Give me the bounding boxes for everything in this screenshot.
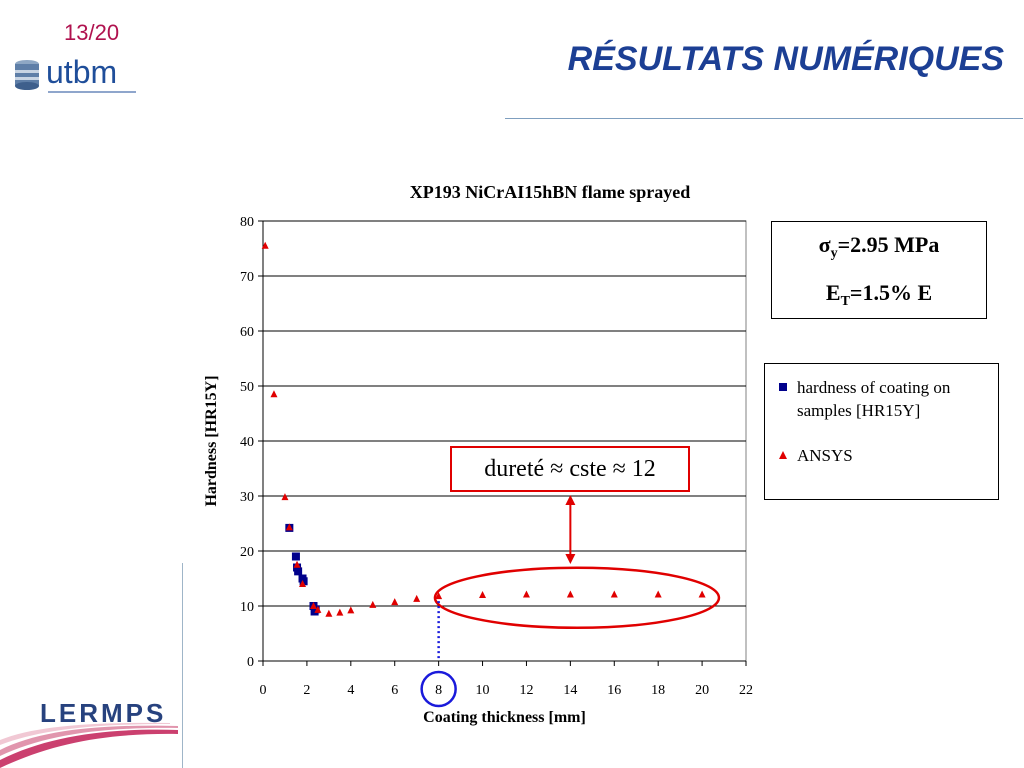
legend-item-coating: hardness of coating on samples [HR15Y] [779,376,994,422]
et-value: =1.5% E [849,280,933,305]
ansys-data-point [281,493,289,501]
ansys-data-point [309,602,317,609]
legend-item-ansys: ANSYS [779,444,853,467]
ansys-data-point [299,580,307,587]
y-tick-label: 0 [247,655,254,670]
page-title: RÉSULTATS NUMÉRIQUES [567,40,1004,78]
x-tick-label: 6 [391,683,398,698]
ansys-data-point [435,592,443,600]
x-tick-label: 22 [739,683,753,698]
sigma-value: =2.95 MPa [837,232,940,257]
ansys-data-point [566,590,574,598]
coating-data-point [310,607,319,616]
ansys-data-point [314,605,322,613]
coating-data-point [294,567,303,576]
y-tick-label: 60 [240,325,254,340]
chart-legend: hardness of coating on samples [HR15Y] A… [764,363,999,500]
triangle-marker-icon [779,451,787,459]
coating-data-point [291,552,300,561]
y-tick-label: 20 [240,545,254,560]
arrow-head-up-icon [565,495,576,505]
et-subscript: T [840,294,850,309]
chart-title: XP193 NiCrAI15hBN flame sprayed [409,182,691,202]
ansys-data-point [522,590,530,598]
ansys-data-point [293,560,301,568]
sigma-subscript: y [830,246,838,261]
ansys-data-point [610,590,618,598]
side-divider [182,563,183,768]
y-tick-label: 50 [240,380,254,395]
ansys-data-point [391,598,399,606]
y-tick-label: 30 [240,490,254,505]
ansys-data-point [285,523,293,531]
utbm-logo-icon [15,60,136,93]
hardness-chart: 0 10 20 30 40 50 60 70 80 0 2 4 6 8 10 12 14 16 18 20 22 Coat… [203,215,753,726]
x-tick-label: 0 [260,683,267,698]
y-axis-label: Hardness [HR15Y] [203,375,220,506]
ansys-data-point [698,590,706,598]
ansys-data-point [479,591,487,598]
x-tick-label: 12 [519,683,533,698]
x-axis-label: Coating thickness [mm] [423,709,586,726]
ansys-data-point [261,241,269,249]
parameters-box: σy=2.95 MPa ET=1.5% E [771,221,987,319]
y-tick-label: 40 [240,435,254,450]
hardness-callout: dureté ≈ cste ≈ 12 [450,446,690,492]
x-tick-label: 20 [695,683,709,698]
yield-stress-text: σy=2.95 MPa [772,232,986,261]
x-tick-label: 10 [476,683,490,698]
ansys-data-point [325,609,333,617]
ansys-data-point [369,600,377,608]
ansys-data-point [654,590,662,598]
threshold-highlight-circle [420,670,457,708]
x-tick-label: 2 [303,683,310,698]
x-tick-label: 18 [651,683,665,698]
arrow-head-down-icon [565,554,576,564]
tangent-modulus-text: ET=1.5% E [772,280,986,309]
utbm-logo-text: utbm [46,54,118,90]
y-tick-label: 70 [240,270,254,285]
ansys-data-point [413,594,421,602]
y-tick-label: 80 [240,215,254,230]
y-tick-label: 10 [240,600,254,615]
x-tick-label: 16 [607,683,621,698]
legend-label-ansys: ANSYS [797,446,853,465]
title-divider [505,118,1023,119]
ansys-data-point [336,608,344,616]
ansys-data-point [347,606,355,614]
coating-data-point [299,577,308,586]
sigma-symbol: σ [818,232,831,257]
x-tick-label: 4 [347,683,354,698]
lermps-logo-text: LERMPS [40,698,167,728]
square-marker-icon [779,383,787,391]
et-symbol: E [825,280,841,305]
ansys-data-point [270,390,278,398]
slide-number: 13/20 [64,20,120,45]
x-tick-label: 14 [563,683,577,698]
plateau-highlight-ellipse [433,566,721,629]
lermps-swoosh-icon [0,722,178,768]
x-tick-label: 8 [435,683,442,698]
legend-label-coating: hardness of coating on samples [HR15Y] [797,378,951,420]
